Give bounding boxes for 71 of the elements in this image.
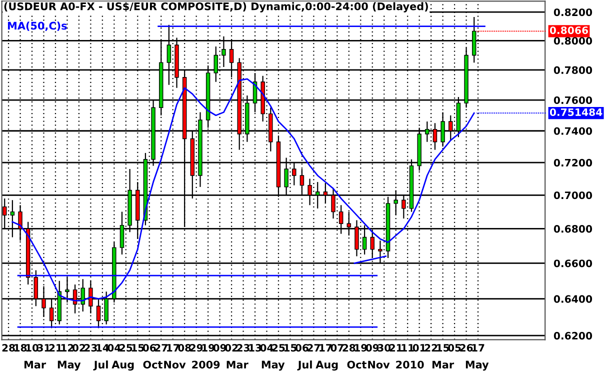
x-tick-label: 15: [132, 344, 144, 352]
y-tick-label: 0.8200: [554, 8, 592, 16]
x-tick-label: 17: [167, 344, 180, 352]
x2-tick-label: Jul: [297, 360, 312, 371]
x2-tick-label: Aug: [316, 360, 338, 371]
x-tick-label: 23: [237, 344, 250, 352]
x-tick-label: 18: [14, 344, 27, 352]
x-tick-label: 13: [249, 344, 262, 352]
y-tick-label: 0.6600: [554, 260, 592, 268]
x-tick-label: 30: [378, 344, 391, 352]
x-tick-label: 25: [120, 344, 132, 352]
x2-tick-label: 2009: [192, 360, 220, 369]
x-tick-label: 07: [330, 344, 344, 352]
x-tick-label: 21: [390, 344, 402, 352]
y-tick-label: 0.8000: [554, 37, 592, 45]
x-tick-label: 04: [260, 344, 274, 352]
x2-tick-label: May: [58, 360, 81, 371]
x-tick-label: 31: [37, 344, 50, 352]
x-tick-label: 14: [96, 344, 109, 352]
x2-tick-label: Oct: [347, 360, 366, 369]
y-tick-label: 0.6400: [554, 295, 592, 303]
x-tick-label: 09: [366, 344, 379, 352]
text: MA(50,C)s: [8, 22, 67, 31]
x-tick-label: 02: [225, 344, 238, 352]
x2-tick-label: May: [262, 360, 285, 371]
x2-tick-label: Mar: [24, 360, 46, 369]
x-tick-label: 02: [72, 344, 86, 352]
x2-tick-label: May: [466, 360, 489, 371]
y-tick-label: 0.7800: [554, 66, 592, 74]
x2-tick-label: Nov: [164, 360, 186, 369]
x2-tick-label: Mar: [226, 360, 248, 369]
x-tick-label: 29: [190, 344, 203, 352]
x-tick-label: 23: [84, 344, 97, 352]
x-tick-label: 17: [320, 344, 332, 352]
x-tick-label: 27: [308, 344, 320, 352]
x2-tick-label: Jul: [93, 360, 108, 371]
x2-tick-label: Aug: [112, 360, 134, 371]
x-tick-label: 12: [61, 344, 74, 352]
x-tick-label: 27: [154, 344, 168, 352]
x2-tick-label: 2010: [396, 360, 424, 369]
x-tick-label: 19: [202, 344, 214, 352]
y-tick-label: 0.7200: [554, 158, 592, 167]
x-tick-label: 04: [108, 344, 121, 352]
x2-tick-label: Oct: [143, 360, 162, 369]
annotation: 0.751484: [550, 108, 602, 116]
x-tick-label: 11: [402, 344, 414, 352]
x-tick-label: 06: [295, 344, 308, 352]
x-tick-label: 15: [436, 344, 450, 352]
x-tick-label: 21: [49, 344, 62, 352]
x-tick-label: 28: [342, 344, 356, 352]
y-tick-label: 0.7000: [554, 191, 592, 200]
y-tick-label: 0.7600: [554, 96, 592, 104]
x-tick-label: 22: [424, 344, 438, 352]
chart-title: (USDEUR A0-FX - US$/EUR COMPOSITE,D) Dynamic,0:00-24:00 (Delayed): [4, 2, 428, 12]
x-tick-label: 17: [472, 344, 484, 352]
x-tick-label: 28: [2, 344, 15, 352]
annotation: 0.8066: [550, 26, 588, 34]
y-tick-label: 0.7400: [554, 127, 592, 135]
x-tick-label: 01: [412, 344, 426, 352]
y-tick-label: 0.6200: [554, 332, 592, 340]
x-tick-label: 15: [284, 344, 296, 352]
x-tick-label: 26: [460, 344, 473, 352]
x-tick-label: 06: [142, 344, 156, 352]
x-tick-label: 08: [178, 344, 191, 352]
x2-tick-label: Nov: [368, 360, 390, 369]
x2-tick-label: Mar: [432, 360, 454, 369]
x-tick-label: 05: [448, 344, 461, 352]
x-tick-label: 25: [272, 344, 285, 352]
y-tick-label: 0.6800: [554, 225, 592, 233]
x-tick-label: 19: [354, 344, 367, 352]
x-tick-label: 10: [26, 344, 38, 352]
